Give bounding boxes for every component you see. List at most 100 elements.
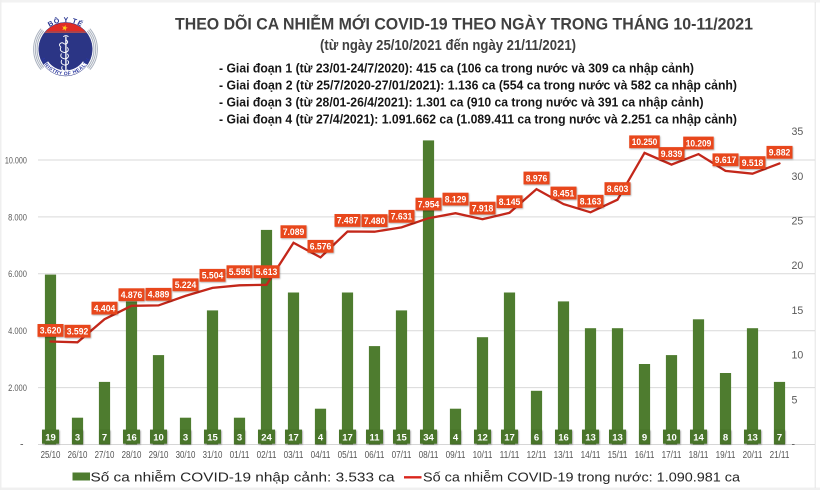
svg-text:21/11: 21/11 — [770, 450, 790, 461]
svg-text:9.882: 9.882 — [769, 148, 791, 158]
svg-text:3: 3 — [75, 432, 80, 443]
svg-text:5.504: 5.504 — [202, 271, 224, 281]
svg-text:7.487: 7.487 — [337, 216, 359, 226]
svg-text:19/11: 19/11 — [716, 450, 736, 461]
svg-text:17/11: 17/11 — [662, 450, 682, 461]
svg-text:8.603: 8.603 — [607, 184, 629, 194]
svg-text:15: 15 — [396, 432, 407, 443]
svg-text:06/11: 06/11 — [365, 450, 385, 461]
svg-text:7: 7 — [777, 432, 782, 443]
svg-text:25/10: 25/10 — [41, 450, 61, 461]
svg-text:26/10: 26/10 — [68, 450, 88, 461]
svg-text:8.129: 8.129 — [445, 194, 467, 204]
svg-text:13: 13 — [612, 432, 623, 443]
svg-text:3.592: 3.592 — [67, 327, 89, 337]
svg-text:12/11: 12/11 — [527, 450, 547, 461]
svg-text:20/11: 20/11 — [743, 450, 763, 461]
svg-text:5.613: 5.613 — [256, 267, 278, 277]
svg-text:01/11: 01/11 — [230, 450, 250, 461]
svg-text:7.480: 7.480 — [364, 216, 386, 226]
svg-text:09/11: 09/11 — [446, 450, 466, 461]
svg-text:4.000: 4.000 — [8, 326, 27, 337]
svg-text:24: 24 — [261, 432, 272, 443]
svg-text:10: 10 — [666, 432, 677, 443]
svg-text:30: 30 — [792, 171, 804, 183]
svg-text:05/11: 05/11 — [338, 450, 358, 461]
svg-text:13: 13 — [747, 432, 758, 443]
svg-text:10/11: 10/11 — [473, 450, 493, 461]
svg-text:28/10: 28/10 — [122, 450, 142, 461]
svg-text:8.000: 8.000 — [8, 212, 27, 223]
svg-text:3.620: 3.620 — [40, 326, 62, 336]
svg-text:17: 17 — [288, 432, 299, 443]
svg-text:-: - — [792, 439, 796, 451]
svg-text:08/11: 08/11 — [419, 450, 439, 461]
svg-text:17: 17 — [342, 432, 353, 443]
svg-text:- Giai đoạn 2 (từ 25/7/2020-27: - Giai đoạn 2 (từ 25/7/2020-27/01/2021):… — [219, 78, 737, 93]
svg-text:15/11: 15/11 — [608, 450, 628, 461]
svg-text:35: 35 — [792, 126, 804, 138]
svg-text:02/11: 02/11 — [257, 450, 277, 461]
svg-text:7.089: 7.089 — [283, 227, 305, 237]
svg-text:16: 16 — [558, 432, 569, 443]
svg-text:20: 20 — [792, 260, 804, 272]
svg-text:34: 34 — [423, 432, 434, 443]
svg-text:- Giai đoạn 1 (từ 23/01-24/7/2: - Giai đoạn 1 (từ 23/01-24/7/2020): 415 … — [219, 61, 694, 76]
svg-text:13: 13 — [585, 432, 596, 443]
svg-text:13/11: 13/11 — [554, 450, 574, 461]
svg-text:10.209: 10.209 — [686, 138, 712, 148]
svg-text:7.918: 7.918 — [472, 203, 494, 213]
svg-text:29/10: 29/10 — [149, 450, 169, 461]
svg-text:8.145: 8.145 — [499, 197, 521, 207]
svg-text:30/10: 30/10 — [176, 450, 196, 461]
svg-text:4.876: 4.876 — [121, 290, 143, 300]
svg-text:7: 7 — [102, 432, 107, 443]
svg-text:10: 10 — [792, 350, 804, 362]
svg-text:25: 25 — [792, 216, 804, 228]
svg-text:10: 10 — [153, 432, 164, 443]
svg-text:10.000: 10.000 — [5, 155, 27, 166]
svg-text:- Giai đoạn 4 (từ 27/4/2021):: - Giai đoạn 4 (từ 27/4/2021): 1.091.662 … — [219, 112, 737, 127]
svg-text:12: 12 — [477, 432, 488, 443]
svg-text:9.518: 9.518 — [742, 158, 764, 168]
svg-text:9: 9 — [642, 432, 647, 443]
svg-text:4.404: 4.404 — [94, 303, 116, 313]
svg-text:-: - — [20, 439, 24, 451]
svg-text:3: 3 — [237, 432, 242, 443]
svg-text:3: 3 — [183, 432, 188, 443]
svg-text:15: 15 — [207, 432, 218, 443]
svg-text:5.224: 5.224 — [175, 280, 197, 290]
svg-text:7.631: 7.631 — [391, 212, 413, 222]
svg-text:6: 6 — [534, 432, 539, 443]
svg-text:(từ ngày 25/10/2021 đến ngày 2: (từ ngày 25/10/2021 đến ngày 21/11/2021) — [320, 37, 576, 54]
svg-text:8.163: 8.163 — [580, 197, 602, 207]
svg-text:THEO DÕI CA NHIỄM MỚI COVID-19: THEO DÕI CA NHIỄM MỚI COVID-19 THEO NGÀY… — [175, 14, 753, 34]
svg-text:Số ca nhiễm COVID-19 trong nướ: Số ca nhiễm COVID-19 trong nước: 1.090.9… — [423, 469, 741, 484]
svg-text:8: 8 — [723, 432, 728, 443]
svg-text:- Giai đoạn 3 (từ 28/01-26/4/2: - Giai đoạn 3 (từ 28/01-26/4/2021): 1.30… — [219, 95, 704, 110]
svg-text:5: 5 — [792, 394, 798, 406]
svg-text:4.889: 4.889 — [148, 290, 170, 300]
svg-text:11/11: 11/11 — [500, 450, 520, 461]
svg-text:4: 4 — [318, 432, 324, 443]
svg-text:31/10: 31/10 — [203, 450, 223, 461]
svg-text:2.000: 2.000 — [8, 383, 27, 394]
svg-text:6.576: 6.576 — [310, 242, 332, 252]
svg-text:4: 4 — [453, 432, 459, 443]
svg-text:15: 15 — [792, 305, 804, 317]
svg-text:17: 17 — [504, 432, 515, 443]
svg-text:04/11: 04/11 — [311, 450, 331, 461]
svg-text:8.451: 8.451 — [553, 188, 575, 198]
svg-text:6.000: 6.000 — [8, 269, 27, 280]
svg-text:03/11: 03/11 — [284, 450, 304, 461]
svg-text:11: 11 — [369, 432, 380, 443]
svg-text:19: 19 — [45, 432, 56, 443]
svg-text:Số ca nhiễm COVID-19 nhập cảnh: Số ca nhiễm COVID-19 nhập cảnh: 3.533 ca — [91, 469, 396, 484]
svg-text:14: 14 — [693, 432, 704, 443]
svg-text:14/11: 14/11 — [581, 450, 601, 461]
svg-text:8.976: 8.976 — [526, 173, 548, 183]
svg-text:18/11: 18/11 — [689, 450, 709, 461]
svg-text:5.595: 5.595 — [229, 267, 251, 277]
svg-text:9.617: 9.617 — [715, 155, 737, 165]
svg-text:16/11: 16/11 — [635, 450, 655, 461]
